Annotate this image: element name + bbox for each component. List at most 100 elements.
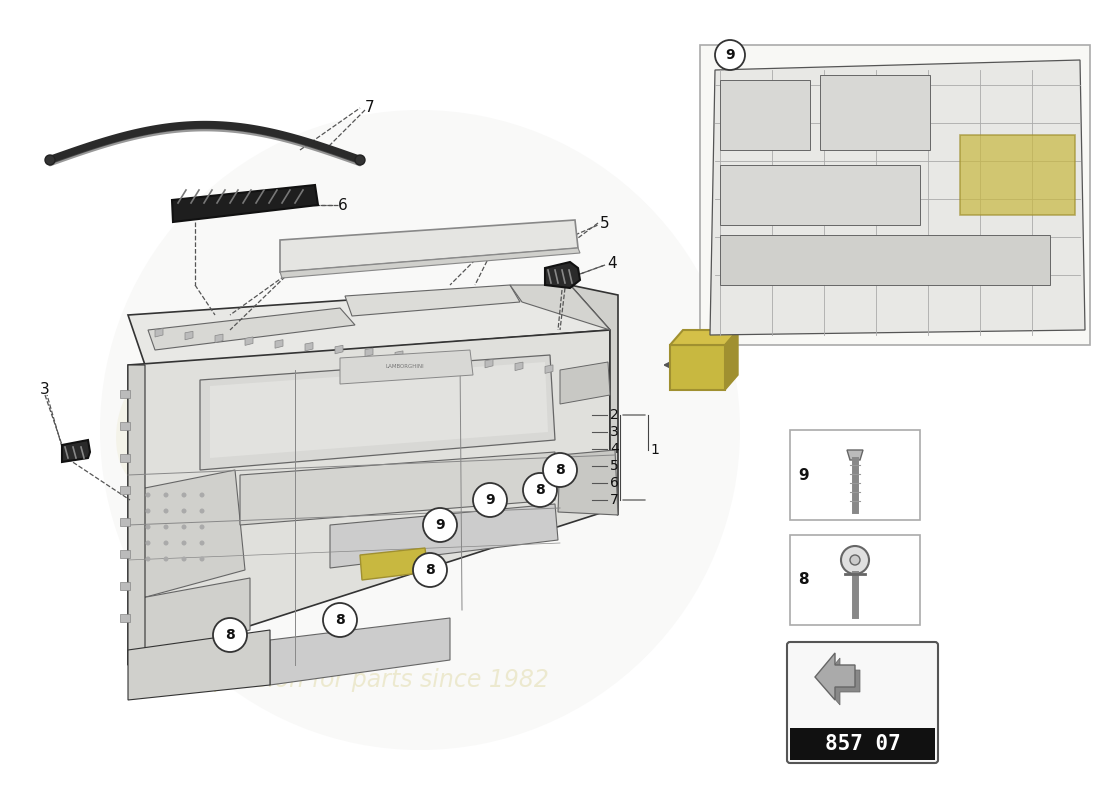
Text: 8: 8: [535, 483, 544, 497]
Text: 3: 3: [40, 382, 49, 398]
Text: 5: 5: [600, 215, 609, 230]
Circle shape: [182, 525, 187, 530]
Polygon shape: [455, 357, 463, 365]
Polygon shape: [365, 348, 373, 357]
Circle shape: [199, 525, 205, 530]
Polygon shape: [280, 248, 580, 278]
Bar: [790, 535, 920, 625]
Polygon shape: [128, 330, 611, 665]
Bar: [120, 582, 130, 590]
Bar: [120, 390, 130, 398]
Polygon shape: [336, 346, 343, 354]
Bar: [820, 75, 930, 150]
Circle shape: [715, 40, 745, 70]
Circle shape: [145, 557, 151, 562]
Circle shape: [182, 557, 187, 562]
Circle shape: [145, 525, 151, 530]
Circle shape: [543, 453, 578, 487]
FancyBboxPatch shape: [786, 642, 938, 763]
Text: 9: 9: [436, 518, 444, 532]
Text: 8: 8: [798, 573, 808, 587]
Polygon shape: [185, 331, 192, 340]
Text: 5: 5: [610, 459, 618, 473]
Polygon shape: [558, 450, 618, 515]
Polygon shape: [130, 578, 250, 660]
Bar: [790, 728, 935, 760]
Circle shape: [164, 509, 168, 514]
Polygon shape: [544, 365, 553, 374]
Polygon shape: [275, 340, 283, 348]
Polygon shape: [240, 452, 556, 525]
Polygon shape: [62, 440, 90, 462]
Polygon shape: [340, 350, 473, 384]
Polygon shape: [148, 308, 355, 350]
Text: 7: 7: [365, 101, 375, 115]
Text: 9: 9: [485, 493, 495, 507]
Polygon shape: [135, 470, 245, 600]
Text: 8: 8: [336, 613, 345, 627]
Circle shape: [164, 493, 168, 498]
Polygon shape: [128, 285, 611, 365]
Circle shape: [182, 509, 187, 514]
Polygon shape: [155, 329, 163, 337]
Polygon shape: [510, 285, 610, 330]
Polygon shape: [570, 285, 618, 515]
Text: 6: 6: [338, 198, 348, 213]
Circle shape: [355, 155, 365, 165]
Polygon shape: [820, 658, 860, 705]
Circle shape: [182, 493, 187, 498]
Circle shape: [522, 473, 557, 507]
Polygon shape: [725, 330, 738, 390]
Polygon shape: [847, 450, 864, 460]
Polygon shape: [670, 330, 738, 345]
Polygon shape: [214, 334, 223, 342]
Bar: [120, 550, 130, 558]
Polygon shape: [544, 262, 580, 288]
Polygon shape: [710, 60, 1085, 335]
Circle shape: [145, 541, 151, 546]
Polygon shape: [395, 351, 403, 359]
Text: 3: 3: [610, 425, 618, 439]
Circle shape: [45, 155, 55, 165]
Bar: [790, 430, 920, 520]
Circle shape: [850, 555, 860, 565]
Circle shape: [164, 557, 168, 562]
Polygon shape: [425, 354, 433, 362]
Circle shape: [842, 546, 869, 574]
Polygon shape: [515, 362, 522, 370]
Polygon shape: [245, 337, 253, 346]
Text: 1: 1: [650, 443, 659, 457]
Circle shape: [100, 110, 740, 750]
Text: LAMBORGHINI: LAMBORGHINI: [386, 365, 425, 370]
Text: 2: 2: [610, 408, 618, 422]
Bar: [960, 135, 1075, 215]
Polygon shape: [485, 359, 493, 368]
Circle shape: [199, 557, 205, 562]
Polygon shape: [172, 185, 318, 222]
Circle shape: [199, 493, 205, 498]
Bar: [720, 165, 920, 225]
Circle shape: [323, 603, 358, 637]
Polygon shape: [815, 653, 855, 700]
Circle shape: [213, 618, 248, 652]
Polygon shape: [345, 285, 520, 316]
Circle shape: [145, 509, 151, 514]
Circle shape: [199, 541, 205, 546]
Polygon shape: [305, 342, 314, 351]
Polygon shape: [270, 618, 450, 685]
Bar: [120, 486, 130, 494]
Text: 9: 9: [798, 467, 808, 482]
Bar: [120, 614, 130, 622]
Polygon shape: [280, 220, 578, 272]
Polygon shape: [128, 630, 270, 700]
Circle shape: [424, 508, 456, 542]
Circle shape: [473, 483, 507, 517]
Bar: [720, 235, 1050, 285]
Polygon shape: [330, 504, 558, 568]
Polygon shape: [670, 345, 725, 390]
Text: e: e: [106, 285, 294, 555]
Text: 8: 8: [556, 463, 565, 477]
Polygon shape: [360, 548, 428, 580]
Text: 7: 7: [610, 493, 618, 507]
Bar: [120, 422, 130, 430]
